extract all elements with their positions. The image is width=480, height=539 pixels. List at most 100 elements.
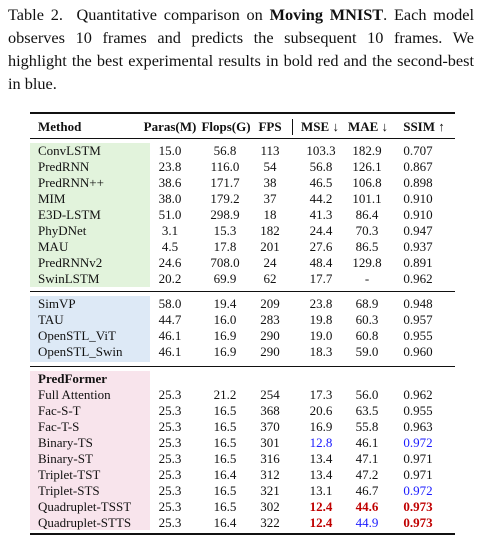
- value-cell: 16.5: [213, 483, 237, 498]
- value-cell: 0.957: [403, 312, 433, 327]
- value-cell: 0.937: [403, 239, 433, 254]
- method-name: SimVP: [38, 296, 76, 311]
- method-name: Fac-T-S: [38, 419, 80, 434]
- value-cell: 209: [260, 296, 280, 311]
- method-name: SwinLSTM: [38, 271, 100, 286]
- method-name: PredRNN++: [38, 175, 104, 190]
- method-name: OpenSTL_ViT: [38, 328, 116, 343]
- value-cell: 0.972: [403, 435, 433, 450]
- value-cell: 20.2: [158, 271, 182, 286]
- value-cell: 13.1: [309, 483, 333, 498]
- method-name: Triplet-STS: [38, 483, 100, 498]
- value-cell: 25.3: [158, 451, 182, 466]
- value-cell: 70.3: [355, 223, 379, 238]
- value-cell: 298.9: [210, 207, 240, 222]
- value-cell: 0.891: [403, 255, 433, 270]
- value-cell: 54: [263, 159, 277, 174]
- value-cell: 0.973: [403, 515, 433, 530]
- value-cell: 103.3: [306, 143, 336, 158]
- value-cell: 15.3: [213, 223, 237, 238]
- value-cell: -: [364, 271, 370, 286]
- value-cell: 16.0: [213, 312, 237, 327]
- value-cell: 16.5: [213, 499, 237, 514]
- value-cell: 0.973: [403, 499, 433, 514]
- value-cell: 38: [263, 175, 277, 190]
- method-name: PredRNNv2: [38, 255, 103, 270]
- value-cell: 25.3: [158, 467, 182, 482]
- value-cell: 25.3: [158, 435, 182, 450]
- value-cell: 0.867: [403, 159, 433, 174]
- value-cell: 86.5: [355, 239, 379, 254]
- value-cell: 44.7: [158, 312, 182, 327]
- value-cell: 0.898: [403, 175, 433, 190]
- separator: [292, 119, 293, 135]
- value-cell: 16.4: [213, 467, 237, 482]
- value-cell: 283: [260, 312, 280, 327]
- value-cell: 24: [263, 255, 277, 270]
- value-cell: 0.962: [403, 271, 433, 286]
- value-cell: 13.4: [309, 451, 333, 466]
- group-background: [30, 143, 150, 287]
- caption-text: Quantitative comparison on: [76, 5, 263, 24]
- value-cell: 47.1: [355, 451, 379, 466]
- method-name: Binary-ST: [38, 451, 93, 466]
- value-cell: 46.1: [158, 344, 182, 359]
- method-name: Quadruplet-TSST: [38, 499, 132, 514]
- value-cell: 56.8: [309, 159, 333, 174]
- value-cell: 113: [260, 143, 280, 158]
- value-cell: 25.3: [158, 499, 182, 514]
- value-cell: 316: [260, 451, 280, 466]
- value-cell: 25.3: [158, 403, 182, 418]
- value-cell: 25.3: [158, 483, 182, 498]
- value-cell: 370: [260, 419, 280, 434]
- header-cell: MAE ↓: [347, 119, 389, 134]
- caption: Table 2. Quantitative comparison on Movi…: [8, 3, 474, 95]
- header-cell: FPS: [258, 119, 282, 134]
- value-cell: 17.3: [309, 387, 333, 402]
- value-cell: 116.0: [210, 159, 240, 174]
- value-cell: 368: [260, 403, 280, 418]
- value-cell: 46.1: [158, 328, 182, 343]
- value-cell: 46.5: [309, 175, 333, 190]
- method-name: OpenSTL_Swin: [38, 344, 123, 359]
- value-cell: 18: [263, 207, 277, 222]
- value-cell: 47.2: [355, 467, 379, 482]
- value-cell: 18.3: [309, 344, 333, 359]
- value-cell: 0.972: [403, 483, 433, 498]
- value-cell: 0.948: [403, 296, 433, 311]
- value-cell: 23.8: [158, 159, 182, 174]
- method-name: Triplet-TST: [38, 467, 101, 482]
- value-cell: 21.2: [213, 387, 237, 402]
- method-name: ConvLSTM: [38, 143, 101, 158]
- value-cell: 302: [260, 499, 280, 514]
- value-cell: 322: [260, 515, 280, 530]
- value-cell: 3.1: [161, 223, 179, 238]
- value-cell: 60.3: [355, 312, 379, 327]
- group-background: [30, 296, 150, 362]
- value-cell: 16.5: [213, 451, 237, 466]
- value-cell: 19.8: [309, 312, 333, 327]
- method-name: MIM: [38, 191, 66, 206]
- value-cell: 254: [260, 387, 280, 402]
- value-cell: 17.8: [213, 239, 237, 254]
- method-name: Binary-TS: [38, 435, 93, 450]
- method-name: TAU: [38, 312, 64, 327]
- method-name: PredRNN: [38, 159, 90, 174]
- value-cell: 59.0: [355, 344, 379, 359]
- value-cell: 301: [260, 435, 280, 450]
- group-title: PredFormer: [38, 371, 108, 386]
- value-cell: 16.5: [213, 435, 237, 450]
- value-cell: 106.8: [352, 175, 382, 190]
- value-cell: 182: [260, 223, 280, 238]
- value-cell: 179.2: [210, 191, 240, 206]
- value-cell: 46.1: [355, 435, 379, 450]
- method-name: Full Attention: [38, 387, 111, 402]
- value-cell: 0.910: [403, 207, 433, 222]
- value-cell: 25.3: [158, 419, 182, 434]
- value-cell: 16.9: [213, 328, 237, 343]
- value-cell: 23.8: [309, 296, 333, 311]
- value-cell: 129.8: [352, 255, 382, 270]
- value-cell: 0.910: [403, 191, 433, 206]
- group-rule: [30, 366, 455, 367]
